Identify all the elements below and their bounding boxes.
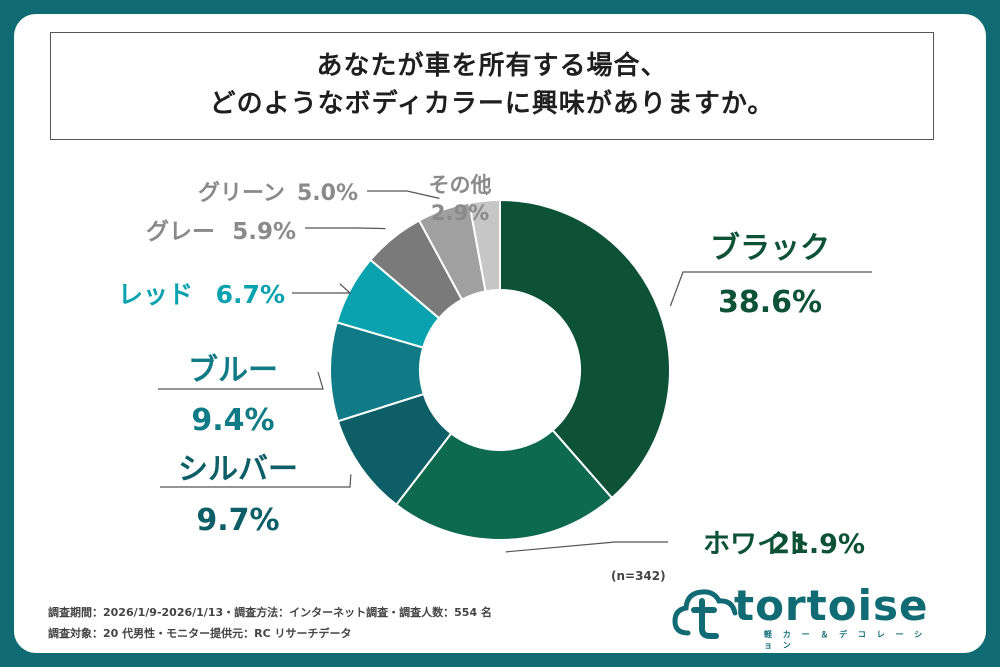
sample-size-note: (n=342) bbox=[611, 569, 666, 583]
title-line-2: どのようなボディカラーに興味がありますか。 bbox=[209, 89, 775, 119]
slice-0 bbox=[499, 198, 671, 500]
label-name-7: その他 bbox=[429, 173, 492, 197]
label-value-0: 38.6% bbox=[718, 285, 822, 320]
slice-1 bbox=[394, 428, 614, 541]
label-value-6: 5.0% bbox=[297, 181, 358, 206]
label-name-4: レッド bbox=[118, 280, 193, 309]
tortoise-logo: tortoise 軽 カ ー ＆ デ コ レ ー シ ョ ン bbox=[672, 581, 944, 650]
label-name-3: ブルー bbox=[188, 353, 278, 388]
label-name-6: グリーン bbox=[198, 180, 285, 206]
leader-line-1 bbox=[505, 541, 668, 553]
label-value-1: 21.9% bbox=[771, 529, 865, 560]
cloud-icon bbox=[672, 589, 738, 639]
logo-tagline: 軽 カ ー ＆ デ コ レ ー シ ョ ン bbox=[764, 630, 927, 650]
label-value-2: 9.7% bbox=[196, 503, 279, 538]
logo-wordmark: tortoise bbox=[734, 581, 929, 630]
leader-line-6 bbox=[367, 190, 440, 199]
footer-survey-target: 調査対象：20 代男性・モニター提供元：RC リサーチデータ bbox=[48, 627, 352, 640]
label-name-5: グレー bbox=[146, 218, 215, 245]
title-box: あなたが車を所有する場合、 どのようなボディカラーに興味がありますか。 bbox=[50, 32, 934, 140]
title-line-1: あなたが車を所有する場合、 bbox=[316, 51, 668, 82]
leader-line-0 bbox=[669, 271, 872, 307]
leader-line-3 bbox=[158, 371, 324, 390]
label-name-1: ホワイト bbox=[703, 529, 811, 560]
card bbox=[14, 14, 986, 653]
footer-survey-period: 調査期間：2026/1/9-2026/1/13・調査方法：インターネット調査・調… bbox=[48, 606, 492, 619]
label-value-4: 6.7% bbox=[216, 280, 285, 309]
label-name-2: シルバー bbox=[178, 452, 298, 487]
leader-line-5 bbox=[305, 227, 386, 230]
label-value-7: 2.9% bbox=[431, 201, 489, 225]
leader-line-7 bbox=[482, 188, 488, 196]
label-value-5: 5.9% bbox=[232, 219, 296, 245]
leader-line-2 bbox=[160, 474, 352, 488]
label-name-0: ブラック bbox=[710, 231, 830, 266]
leader-line-4 bbox=[292, 283, 352, 294]
slice-7 bbox=[468, 198, 501, 293]
label-value-3: 9.4% bbox=[191, 403, 274, 438]
